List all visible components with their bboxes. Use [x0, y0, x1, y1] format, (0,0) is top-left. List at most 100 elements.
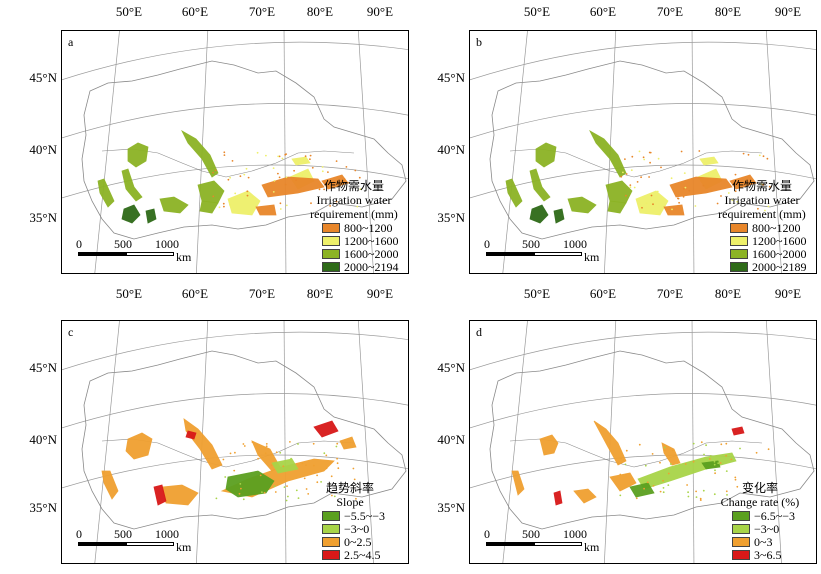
legend-items: 800~1200 1200~1600 1600~2000 2000~2194 [322, 221, 408, 273]
cropland-pixel [304, 155, 307, 158]
cropland-pixel [223, 154, 226, 156]
cropland-pixel [682, 195, 685, 198]
map-panel-a: a 0 500 1000 km 作物需水量 Irrigation water r… [61, 30, 409, 274]
cropland-pixel [310, 202, 312, 205]
cropland-patch [573, 488, 597, 504]
legend-item: 1600~2000 [730, 247, 816, 261]
legend-swatch [322, 523, 340, 534]
lon-label: 60°E [181, 4, 209, 19]
cropland-pixel [224, 476, 227, 478]
cropland-pixel [619, 494, 622, 497]
cropland-patch [567, 196, 597, 214]
cropland-pixel [301, 462, 304, 465]
legend-item: −5.5~−3 [322, 508, 400, 523]
cropland-pixel [747, 153, 750, 156]
map-canvas [470, 321, 816, 563]
cropland-pixel [734, 190, 737, 193]
legend-items: −6.5~−3 −3~0 0~3 3~6.5 [732, 509, 810, 562]
cropland-patch [127, 142, 149, 168]
cropland-pixel [659, 461, 661, 464]
legend-title-cn: 作物需水量 [323, 179, 384, 193]
cropland-pixel [652, 485, 655, 487]
legend-item-label: −5.5~−3 [344, 508, 386, 523]
cropland-patch [669, 176, 733, 198]
scale-tick-1000: 1000 [563, 237, 587, 251]
panel-label: c [68, 325, 74, 339]
cropland-pixel [662, 487, 665, 489]
lat-label-45: 45°N [437, 70, 465, 85]
cropland-pixel [251, 441, 254, 443]
legend-title-en-1: Irrigation water [724, 193, 800, 207]
cropland-pixel [242, 443, 245, 445]
scale-tick-1000: 1000 [155, 237, 179, 251]
scale-tick-1000: 1000 [155, 527, 179, 541]
cropland-pixel [222, 458, 225, 461]
cropland-pixel [353, 478, 356, 481]
cropland-patch [607, 200, 627, 214]
cropland-pixel [325, 454, 328, 457]
cropland-pixel [651, 453, 654, 455]
cropland-pixel [238, 492, 241, 495]
cropland-pixel [229, 452, 232, 455]
cropland-pixel [702, 489, 705, 492]
legend-item: 0~3 [732, 535, 810, 549]
lon-label: 90°E [774, 286, 802, 301]
legend-item-label: 800~1200 [752, 220, 801, 235]
cropland-patch [145, 208, 157, 224]
cropland-pixel [234, 192, 237, 195]
cropland-pixel [688, 189, 691, 192]
cropland-pixel [622, 171, 624, 174]
cropland-pixel [356, 205, 359, 208]
cropland-pixel [726, 494, 728, 496]
cropland-pixel [760, 183, 763, 186]
legend-item: 2000~2194 [322, 260, 408, 273]
cropland-pixel [633, 186, 636, 189]
lon-label: 70°E [656, 4, 684, 19]
cropland-patch [529, 204, 549, 224]
cropland-pixel [620, 457, 622, 460]
lon-label: 90°E [366, 4, 394, 19]
cropland-pixel [214, 169, 217, 172]
lon-label: 80°E [306, 4, 334, 19]
cropland-pixel [307, 493, 310, 495]
cropland-pixel [720, 195, 722, 197]
lon-label: 60°E [589, 286, 617, 301]
lon-label: 50°E [523, 4, 551, 19]
cropland-pixel [725, 442, 728, 445]
lat-label-35: 35°N [437, 210, 465, 225]
panel-label: b [476, 35, 482, 49]
cropland-pixel [669, 463, 672, 465]
cropland-pixel [273, 485, 276, 488]
cropland-pixel [313, 464, 315, 467]
cropland-pixel [345, 166, 348, 168]
cropland-patch [535, 142, 557, 168]
legend-item-label: 1200~1600 [344, 233, 399, 248]
cropland-pixel [719, 462, 722, 464]
cropland-pixel [289, 441, 291, 443]
cropland-pixel [278, 176, 281, 179]
cropland-pixel [644, 464, 647, 467]
legend-swatch [322, 248, 340, 259]
cropland-pixel [281, 157, 284, 160]
legend-item-label: 3~6.5 [754, 547, 782, 562]
cropland-pixel [290, 457, 292, 460]
cropland-pixel [736, 485, 739, 488]
irrigated-cropland [511, 420, 770, 506]
cropland-patch [609, 472, 637, 492]
legend-title-en-1: Slope [336, 495, 364, 509]
cropland-pixel [265, 445, 268, 448]
cropland-pixel [687, 495, 690, 498]
cropland-pixel [259, 474, 262, 477]
cropland-pixel [708, 458, 711, 460]
cropland-pixel [245, 167, 248, 170]
cropland-pixel [767, 448, 770, 451]
legend-item: 1600~2000 [322, 247, 408, 261]
cropland-pixel [683, 187, 685, 190]
map-legend: 变化率 Change rate (%) −6.5~−3 −3~0 0~3 3~6.5 [710, 481, 810, 562]
cropland-pixel [330, 475, 333, 478]
cropland-pixel [272, 191, 275, 193]
legend-swatch [730, 235, 748, 246]
irrigated-cropland [505, 129, 771, 224]
cropland-pixel [295, 179, 297, 182]
legend-title-cn: 变化率 [741, 481, 778, 495]
